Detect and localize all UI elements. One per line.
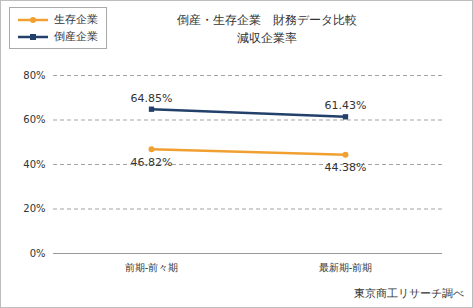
html-text:生存企業: 生存企業 bbox=[54, 13, 98, 26]
html-text:減収企業率: 減収企業率 bbox=[236, 31, 297, 45]
svg-text:80%: 80% bbox=[23, 70, 45, 81]
html-text:東京商工リサーチ調べ: 東京商工リサーチ調べ bbox=[354, 287, 464, 300]
html-text:倒産企業: 倒産企業 bbox=[54, 30, 98, 43]
svg-text:46.82%: 46.82% bbox=[131, 156, 173, 169]
svg-text:前期-前々期: 前期-前々期 bbox=[125, 262, 179, 273]
svg-text:64.85%: 64.85% bbox=[131, 92, 173, 105]
svg-text:最新期-前期: 最新期-前期 bbox=[319, 262, 373, 273]
svg-text:20%: 20% bbox=[23, 203, 45, 214]
svg-text:44.38%: 44.38% bbox=[325, 161, 367, 174]
svg-text:61.43%: 61.43% bbox=[325, 99, 367, 112]
svg-text:40%: 40% bbox=[23, 159, 45, 170]
html-text:倒産・生存企業 財務データ比較: 倒産・生存企業 財務データ比較 bbox=[176, 13, 357, 27]
svg-text:0%: 0% bbox=[30, 248, 46, 259]
svg-text:60%: 60% bbox=[23, 114, 45, 125]
